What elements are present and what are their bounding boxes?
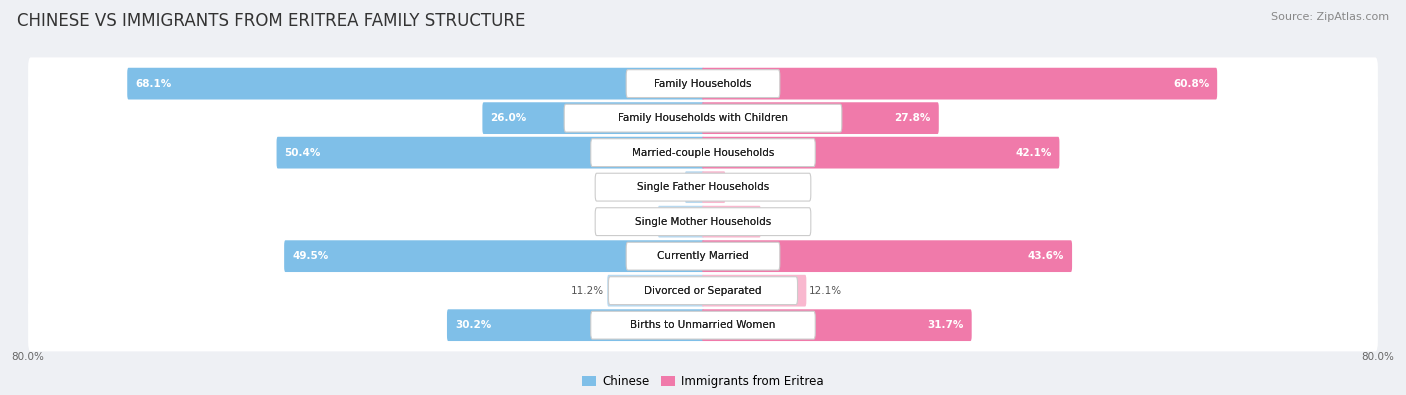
- FancyBboxPatch shape: [28, 196, 1378, 248]
- Text: 42.1%: 42.1%: [1015, 148, 1052, 158]
- Text: Source: ZipAtlas.com: Source: ZipAtlas.com: [1271, 12, 1389, 22]
- Text: Births to Unmarried Women: Births to Unmarried Women: [630, 320, 776, 330]
- FancyBboxPatch shape: [284, 240, 704, 272]
- Text: 31.7%: 31.7%: [928, 320, 963, 330]
- FancyBboxPatch shape: [702, 275, 807, 307]
- Text: Family Households with Children: Family Households with Children: [619, 113, 787, 123]
- FancyBboxPatch shape: [626, 242, 780, 270]
- FancyBboxPatch shape: [702, 240, 1073, 272]
- Text: 5.2%: 5.2%: [628, 216, 655, 227]
- Legend: Chinese, Immigrants from Eritrea: Chinese, Immigrants from Eritrea: [578, 370, 828, 393]
- Text: 2.0%: 2.0%: [655, 182, 682, 192]
- FancyBboxPatch shape: [28, 92, 1378, 144]
- Text: Single Mother Households: Single Mother Households: [636, 216, 770, 227]
- FancyBboxPatch shape: [702, 137, 1060, 169]
- Text: Single Father Households: Single Father Households: [637, 182, 769, 192]
- Text: Births to Unmarried Women: Births to Unmarried Women: [630, 320, 776, 330]
- Text: Family Households: Family Households: [654, 79, 752, 88]
- FancyBboxPatch shape: [591, 311, 815, 339]
- FancyBboxPatch shape: [28, 264, 1378, 317]
- Text: Married-couple Households: Married-couple Households: [631, 148, 775, 158]
- Text: Single Father Households: Single Father Households: [637, 182, 769, 192]
- Text: 30.2%: 30.2%: [456, 320, 491, 330]
- Text: Divorced or Separated: Divorced or Separated: [644, 286, 762, 296]
- Text: Currently Married: Currently Married: [657, 251, 749, 261]
- Text: 43.6%: 43.6%: [1028, 251, 1064, 261]
- FancyBboxPatch shape: [702, 206, 761, 237]
- Text: 68.1%: 68.1%: [135, 79, 172, 88]
- FancyBboxPatch shape: [609, 277, 797, 305]
- Text: 12.1%: 12.1%: [810, 286, 842, 296]
- FancyBboxPatch shape: [595, 173, 811, 201]
- FancyBboxPatch shape: [28, 57, 1378, 110]
- Text: 11.2%: 11.2%: [571, 286, 605, 296]
- Text: 49.5%: 49.5%: [292, 251, 329, 261]
- FancyBboxPatch shape: [685, 171, 704, 203]
- FancyBboxPatch shape: [591, 139, 815, 167]
- FancyBboxPatch shape: [28, 161, 1378, 213]
- FancyBboxPatch shape: [702, 102, 939, 134]
- FancyBboxPatch shape: [702, 171, 725, 203]
- FancyBboxPatch shape: [607, 275, 704, 307]
- Text: 50.4%: 50.4%: [284, 148, 321, 158]
- FancyBboxPatch shape: [28, 299, 1378, 352]
- FancyBboxPatch shape: [128, 68, 704, 100]
- FancyBboxPatch shape: [277, 137, 704, 169]
- Text: CHINESE VS IMMIGRANTS FROM ERITREA FAMILY STRUCTURE: CHINESE VS IMMIGRANTS FROM ERITREA FAMIL…: [17, 12, 526, 30]
- FancyBboxPatch shape: [702, 309, 972, 341]
- FancyBboxPatch shape: [447, 309, 704, 341]
- Text: 60.8%: 60.8%: [1173, 79, 1209, 88]
- Text: Currently Married: Currently Married: [657, 251, 749, 261]
- FancyBboxPatch shape: [564, 104, 842, 132]
- Text: Single Mother Households: Single Mother Households: [636, 216, 770, 227]
- FancyBboxPatch shape: [482, 102, 704, 134]
- FancyBboxPatch shape: [595, 208, 811, 235]
- Text: 27.8%: 27.8%: [894, 113, 931, 123]
- Text: 6.7%: 6.7%: [763, 216, 790, 227]
- FancyBboxPatch shape: [702, 68, 1218, 100]
- Text: 26.0%: 26.0%: [491, 113, 527, 123]
- Text: Married-couple Households: Married-couple Households: [631, 148, 775, 158]
- Text: Divorced or Separated: Divorced or Separated: [644, 286, 762, 296]
- Text: Family Households with Children: Family Households with Children: [619, 113, 787, 123]
- FancyBboxPatch shape: [28, 126, 1378, 179]
- FancyBboxPatch shape: [658, 206, 704, 237]
- Text: Family Households: Family Households: [654, 79, 752, 88]
- FancyBboxPatch shape: [626, 70, 780, 98]
- Text: 2.5%: 2.5%: [728, 182, 755, 192]
- FancyBboxPatch shape: [28, 230, 1378, 282]
